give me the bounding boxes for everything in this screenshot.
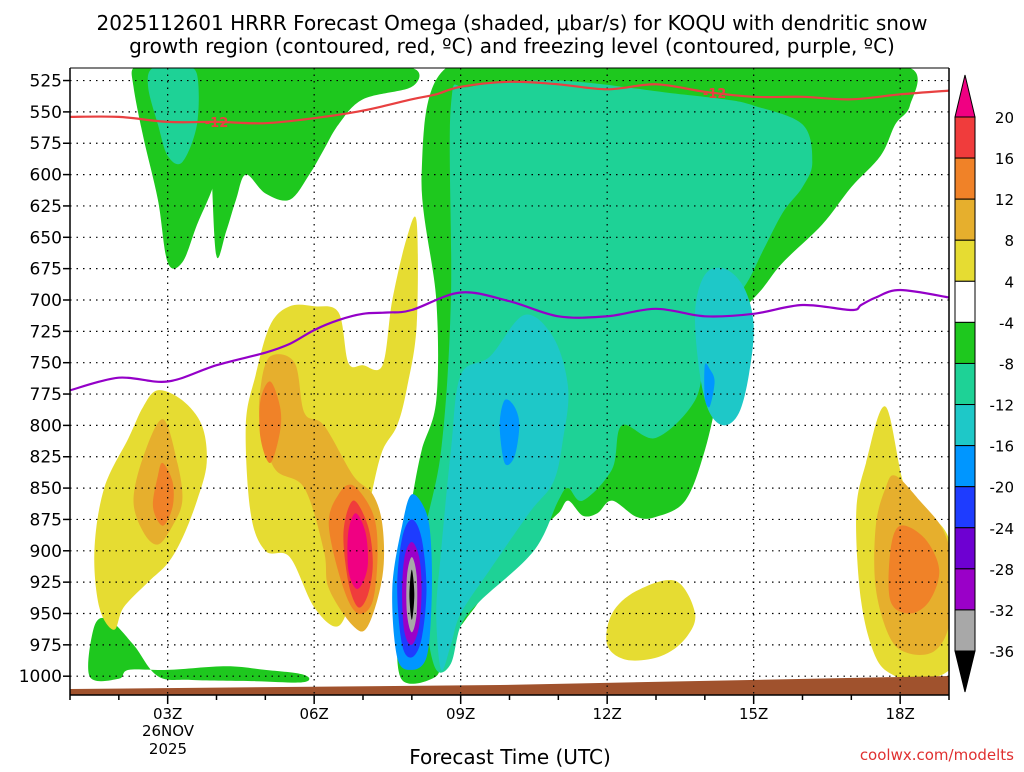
credit-text: coolwx.com/modelts: [860, 746, 1014, 764]
colorbar-swatch: [954, 198, 976, 241]
colorbar-label: -12: [990, 397, 1015, 415]
y-tick-label: 625: [30, 197, 62, 217]
y-tick-label: 950: [30, 604, 62, 624]
x-tick-label: 18Z: [885, 705, 914, 723]
omega-region-descent-amber-d: [888, 525, 940, 614]
omega-region-ascent-green-bottom: [88, 617, 310, 683]
omega-region-ascent-cyan-core: [436, 314, 569, 671]
x-axis: 03Z 06Z 09Z 12Z 15Z 18Z: [69, 694, 950, 723]
plot-area: -12 -12: [70, 68, 949, 695]
terrain-band: [70, 676, 949, 695]
x-tick-label: 15Z: [739, 705, 768, 723]
omega-region-ascent-green-top: [198, 68, 420, 259]
omega-region-ascent-blue-small: [499, 399, 520, 466]
y-tick-label: 800: [30, 416, 62, 436]
colorbar-label: -28: [990, 561, 1015, 579]
omega-region-ascent-teal-upper-left: [147, 68, 199, 165]
y-tick-label: 525: [30, 72, 62, 92]
contour-lines: -12 -12: [70, 80, 949, 392]
x-tick-label: 06Z: [299, 705, 328, 723]
y-tick-label: 725: [30, 322, 62, 342]
colorbar-label: 20: [995, 109, 1014, 127]
y-tick-label: 850: [30, 479, 62, 499]
colorbar: 20 16 12 8 4 -4 -8 -12 -16 -20 -24 -28 -32 -36: [954, 74, 1015, 693]
y-tick-label: 925: [30, 573, 62, 593]
y-tick-label: 700: [30, 291, 62, 311]
dendritic-growth-line: [70, 80, 949, 125]
y-axis: 525 550 575 600 625 650 675 700 725 750 775 800 825 8…: [19, 67, 950, 695]
colorbar-label: -20: [990, 479, 1015, 497]
contour-label-1: -12: [205, 116, 229, 131]
x-tick-label: 09Z: [446, 705, 475, 723]
freezing-level-line: [70, 288, 949, 392]
colorbar-swatch: [954, 404, 976, 447]
omega-region-ascent-blue-small-right: [704, 363, 715, 408]
chart-title-line2: growth region (contoured, red, ºC) and f…: [129, 34, 895, 58]
y-tick-label: 900: [30, 542, 62, 562]
x-axis-label: Forecast Time (UTC): [409, 745, 611, 768]
colorbar-label: 8: [1004, 232, 1014, 250]
y-tick-label: 675: [30, 260, 62, 280]
omega-region-descent-amber-b: [259, 381, 282, 464]
colorbar-label: -4: [999, 314, 1014, 332]
colorbar-top-arrow: [954, 74, 976, 118]
colorbar-swatch: [954, 239, 976, 282]
x-tick-label: 12Z: [592, 705, 621, 723]
colorbar-swatch: [954, 116, 976, 159]
y-tick-label: 875: [30, 510, 62, 530]
chart-title-line1: 2025112601 HRRR Forecast Omega (shaded, …: [96, 11, 927, 35]
contour-label-2: -12: [703, 87, 727, 102]
y-tick-label: 1000: [19, 667, 62, 687]
colorbar-swatch: [954, 527, 976, 570]
y-tick-label: 975: [30, 636, 62, 656]
y-tick-label: 825: [30, 448, 62, 468]
omega-region-ascent-black-core: [409, 569, 415, 620]
colorbar-label: -8: [999, 355, 1014, 373]
colorbar-label: -36: [990, 643, 1015, 661]
colorbar-label: 4: [1004, 273, 1014, 291]
colorbar-label: -16: [990, 438, 1015, 456]
colorbar-swatch: [954, 445, 976, 488]
colorbar-swatch: [954, 609, 976, 652]
colorbar-swatch: [954, 280, 976, 323]
colorbar-swatch: [954, 362, 976, 406]
colorbar-swatch: [954, 321, 976, 364]
omega-region-descent-yellow-b: [245, 216, 418, 627]
colorbar-label: 16: [995, 150, 1014, 168]
x-tick-label: 03Z: [153, 705, 182, 723]
colorbar-label: 12: [995, 191, 1014, 209]
y-tick-label: 775: [30, 385, 62, 405]
date-label-year: 2025: [149, 740, 187, 758]
colorbar-label: -32: [990, 602, 1015, 620]
omega-shading: [88, 68, 949, 684]
colorbar-label: -24: [990, 520, 1015, 538]
omega-region-descent-amber-a: [152, 462, 174, 526]
colorbar-swatch: [954, 568, 976, 611]
colorbar-swatch: [954, 157, 976, 200]
colorbar-bottom-arrow: [954, 650, 976, 693]
y-tick-label: 750: [30, 354, 62, 374]
y-tick-label: 650: [30, 228, 62, 248]
omega-region-descent-pink-b: [347, 513, 368, 589]
colorbar-swatch: [954, 486, 976, 529]
omega-region-ascent-green-left: [131, 68, 222, 269]
y-tick-label: 575: [30, 134, 62, 154]
date-label-day: 26NOV: [142, 722, 195, 740]
y-tick-label: 600: [30, 166, 62, 186]
y-tick-label: 550: [30, 103, 62, 123]
omega-region-descent-yellow-c: [606, 579, 696, 661]
